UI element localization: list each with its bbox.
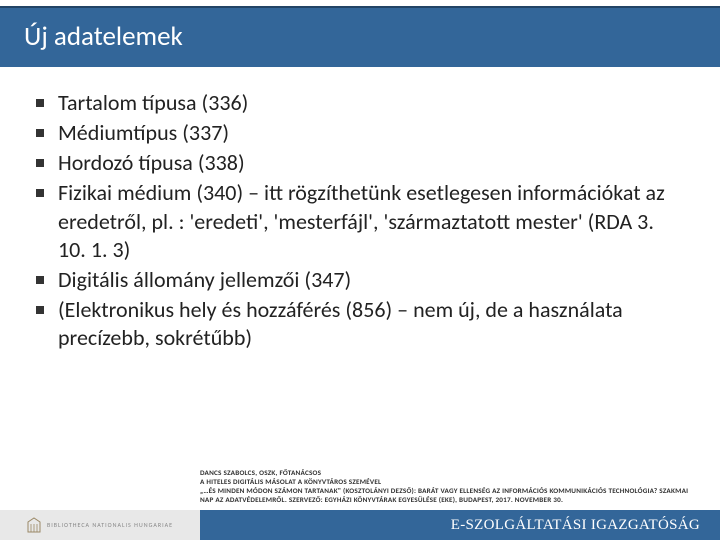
list-item: Fizikai médium (340) – itt rögzíthetünk …	[34, 179, 686, 263]
footnote-block: DANCS SZABOLCS, OSZK, FŐTANÁCSOS A HITEL…	[200, 468, 700, 510]
bullet-text: Hordozó típusa (338)	[58, 149, 245, 176]
bullet-text: (Elektronikus hely és hozzáférés (856) –…	[58, 296, 623, 351]
list-item: Hordozó típusa (338)	[34, 149, 686, 177]
footnote-line: DANCS SZABOLCS, OSZK, FŐTANÁCSOS	[200, 468, 700, 477]
slide-title: Új adatelemek	[24, 20, 183, 53]
footer-left: BIBLIOTHECA NATIONALIS HUNGARIAE	[0, 510, 200, 540]
slide-footer: DANCS SZABOLCS, OSZK, FŐTANÁCSOS A HITEL…	[0, 468, 720, 540]
footer-right: E-SZOLGÁLTATÁSI IGAZGATÓSÁG	[200, 510, 720, 540]
list-item: (Elektronikus hely és hozzáférés (856) –…	[34, 296, 686, 352]
bullet-text: Fizikai médium (340) – itt rögzíthetünk …	[58, 179, 665, 262]
slide-title-bar: Új adatelemek	[0, 6, 720, 67]
footer-right-label: E-SZOLGÁLTATÁSI IGAZGATÓSÁG	[451, 517, 700, 534]
bullet-text: Tartalom típusa (336)	[58, 89, 248, 116]
footer-left-label: BIBLIOTHECA NATIONALIS HUNGARIAE	[47, 521, 173, 529]
slide-body: Tartalom típusa (336) Médiumtípus (337) …	[0, 67, 720, 352]
bullet-list: Tartalom típusa (336) Médiumtípus (337) …	[34, 89, 686, 352]
footnote-line: „…ÉS MINDEN MÓDON SZÁMON TARTANAK" (KOSZ…	[200, 486, 700, 504]
list-item: Tartalom típusa (336)	[34, 89, 686, 117]
list-item: Médiumtípus (337)	[34, 119, 686, 147]
footer-bar: BIBLIOTHECA NATIONALIS HUNGARIAE E-SZOLG…	[0, 510, 720, 540]
bullet-text: Digitális állomány jellemzői (347)	[58, 266, 351, 293]
list-item: Digitális állomány jellemzői (347)	[34, 266, 686, 294]
bullet-text: Médiumtípus (337)	[58, 119, 229, 146]
footnote-line: A HITELES DIGITÁLIS MÁSOLAT A KÖNYVTÁROS…	[200, 477, 700, 486]
library-logo-icon	[27, 517, 41, 533]
